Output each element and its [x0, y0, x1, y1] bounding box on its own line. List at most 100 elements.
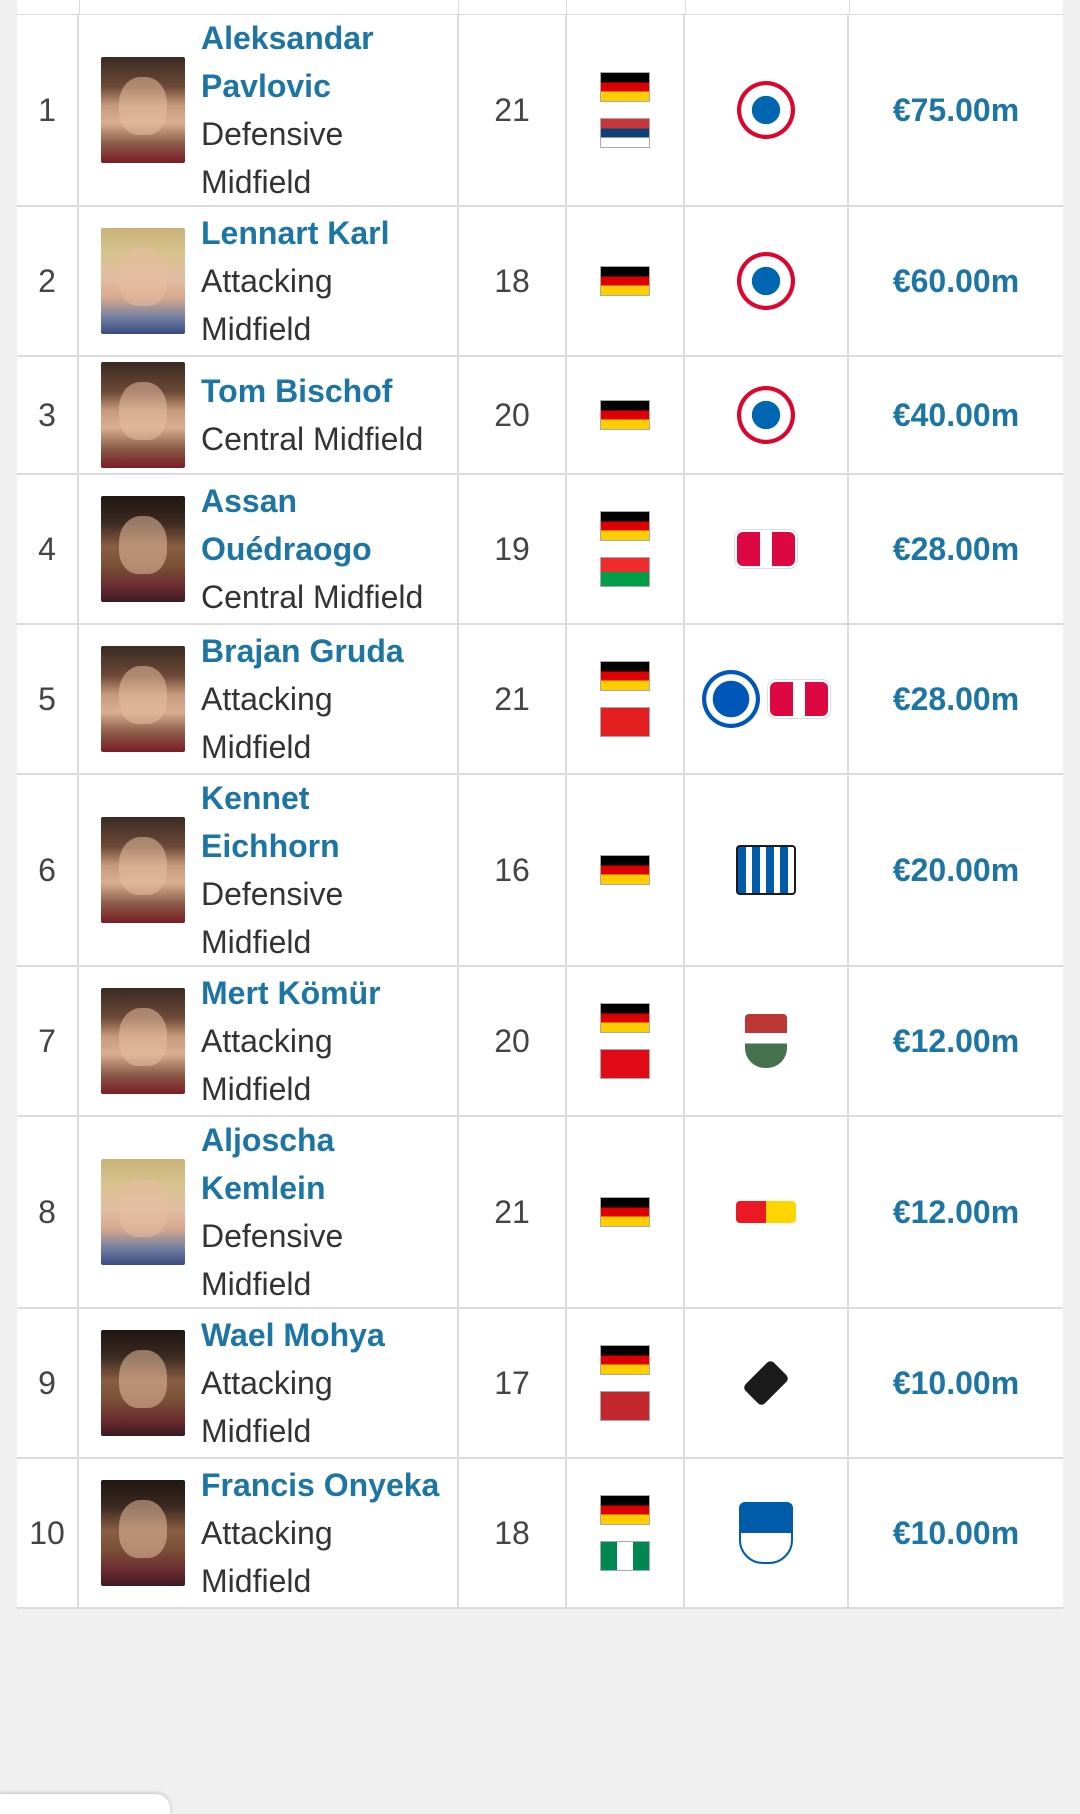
club-vfl-bochum-icon[interactable]	[739, 1502, 793, 1564]
flag-morocco-icon	[600, 1391, 650, 1421]
player-position: Attacking Midfield	[201, 1017, 381, 1113]
player-name-link[interactable]: Aljoscha Kemlein	[201, 1116, 343, 1212]
player-name-link[interactable]: Mert Kömür	[201, 969, 381, 1017]
club-union-berlin-icon[interactable]	[736, 1201, 796, 1223]
table-header-edge	[17, 0, 1063, 15]
table-row[interactable]: 1 Aleksandar Pavlovic Defensive Midfield 2…	[17, 15, 1063, 207]
player-position-line: Midfield	[201, 1266, 312, 1302]
table-body: 1 Aleksandar Pavlovic Defensive Midfield 2…	[17, 15, 1063, 1609]
player-photo[interactable]	[101, 496, 185, 602]
table-row[interactable]: 4 Assan Ouédraogo Central Midfield 19 €28…	[17, 475, 1063, 625]
club-bayern-munich-icon[interactable]	[737, 81, 795, 139]
player-info: Aleksandar Pavlovic Defensive Midfield	[201, 14, 374, 206]
player-position-line: Attacking	[201, 1365, 333, 1401]
club-hertha-bsc-icon[interactable]	[736, 845, 796, 895]
player-info: Mert Kömür Attacking Midfield	[201, 969, 381, 1113]
rank-cell: 10	[17, 1459, 79, 1607]
player-name-line: Mert Kömür	[201, 975, 381, 1011]
player-name-line: Francis Onyeka	[201, 1467, 440, 1503]
rank-number: 4	[38, 530, 56, 567]
club-fc-augsburg-icon[interactable]	[745, 1014, 787, 1068]
player-info: Aljoscha Kemlein Defensive Midfield	[201, 1116, 343, 1308]
table-row[interactable]: 2 Lennart Karl Attacking Midfield 18 €60.…	[17, 207, 1063, 357]
table-row[interactable]: 9 Wael Mohya Attacking Midfield 17 €10.00…	[17, 1309, 1063, 1459]
player-cell: Assan Ouédraogo Central Midfield	[79, 475, 459, 623]
player-photo[interactable]	[101, 988, 185, 1094]
rank-cell: 7	[17, 967, 79, 1115]
club-rb-leipzig-icon[interactable]	[735, 530, 797, 568]
player-name-link[interactable]: Kennet Eichhorn	[201, 774, 343, 870]
table-row[interactable]: 8 Aljoscha Kemlein Defensive Midfield 21 €…	[17, 1117, 1063, 1309]
table-row[interactable]: 3 Tom Bischof Central Midfield 20 €40.00…	[17, 357, 1063, 475]
market-value-cell[interactable]: €20.00m	[849, 775, 1063, 965]
player-position-line: Attacking	[201, 681, 333, 717]
market-value-cell[interactable]: €60.00m	[849, 207, 1063, 355]
club-cell	[685, 625, 849, 773]
market-value-cell[interactable]: €28.00m	[849, 475, 1063, 623]
player-name-link[interactable]: Wael Mohya	[201, 1311, 385, 1359]
player-name-link[interactable]: Francis Onyeka	[201, 1461, 439, 1509]
nationality-cell	[567, 625, 685, 773]
market-value-cell[interactable]: €10.00m	[849, 1309, 1063, 1457]
player-photo[interactable]	[101, 1480, 185, 1586]
table-row[interactable]: 7 Mert Kömür Attacking Midfield 20 €12.00…	[17, 967, 1063, 1117]
age-cell: 21	[459, 625, 567, 773]
nationality-cell	[567, 475, 685, 623]
market-value[interactable]: €28.00m	[892, 680, 1020, 717]
player-name-line: Kennet	[201, 780, 310, 816]
player-name-link[interactable]: Assan Ouédraogo	[201, 477, 423, 573]
market-value[interactable]: €60.00m	[892, 262, 1020, 299]
player-position-line: Attacking	[201, 1515, 333, 1551]
club-brighton-icon[interactable]	[702, 670, 760, 728]
market-value-cell[interactable]: €10.00m	[849, 1459, 1063, 1607]
market-value-cell[interactable]: €12.00m	[849, 967, 1063, 1115]
rank-cell: 5	[17, 625, 79, 773]
club-bayern-munich-icon[interactable]	[737, 386, 795, 444]
table-row[interactable]: 10 Francis Onyeka Attacking Midfield 18 €…	[17, 1459, 1063, 1609]
market-value[interactable]: €10.00m	[892, 1364, 1020, 1401]
player-photo[interactable]	[101, 57, 185, 163]
market-value-cell[interactable]: €75.00m	[849, 15, 1063, 205]
bottom-sheet-handle[interactable]	[0, 1794, 170, 1814]
market-value-cell[interactable]: €40.00m	[849, 357, 1063, 473]
player-photo[interactable]	[101, 646, 185, 752]
player-photo[interactable]	[101, 362, 185, 468]
club-borussia-monchengladbach-icon[interactable]	[742, 1359, 790, 1407]
flag-germany-icon	[600, 661, 650, 691]
market-value-cell[interactable]: €12.00m	[849, 1117, 1063, 1307]
nationality-cell	[567, 15, 685, 205]
market-value[interactable]: €12.00m	[892, 1022, 1020, 1059]
player-photo[interactable]	[101, 1330, 185, 1436]
player-cell: Brajan Gruda Attacking Midfield	[79, 625, 459, 773]
market-value[interactable]: €40.00m	[892, 396, 1020, 433]
club-bayern-munich-icon[interactable]	[737, 252, 795, 310]
table-row[interactable]: 6 Kennet Eichhorn Defensive Midfield 16 €2…	[17, 775, 1063, 967]
player-cell: Wael Mohya Attacking Midfield	[79, 1309, 459, 1457]
market-value-cell[interactable]: €28.00m	[849, 625, 1063, 773]
market-value[interactable]: €20.00m	[892, 851, 1020, 888]
club-rb-leipzig-icon[interactable]	[768, 680, 830, 718]
age-value: 19	[494, 530, 530, 567]
market-value[interactable]: €75.00m	[892, 91, 1020, 128]
flag-burkina-faso-icon	[600, 557, 650, 587]
player-name-link[interactable]: Tom Bischof	[201, 367, 423, 415]
market-value[interactable]: €12.00m	[892, 1193, 1020, 1230]
player-name-line: Brajan Gruda	[201, 633, 404, 669]
flag-germany-icon	[600, 511, 650, 541]
nationality-cell	[567, 1459, 685, 1607]
age-value: 20	[494, 396, 530, 433]
player-name-line: Assan	[201, 483, 298, 519]
player-name-link[interactable]: Aleksandar Pavlovic	[201, 14, 374, 110]
rank-number: 5	[38, 680, 56, 717]
market-value[interactable]: €28.00m	[892, 530, 1020, 567]
player-name-link[interactable]: Brajan Gruda	[201, 627, 404, 675]
table-row[interactable]: 5 Brajan Gruda Attacking Midfield 21 €28.…	[17, 625, 1063, 775]
player-name-link[interactable]: Lennart Karl	[201, 209, 389, 257]
player-photo[interactable]	[101, 228, 185, 334]
player-name-line: Wael Mohya	[201, 1317, 385, 1353]
age-value: 21	[494, 680, 530, 717]
player-photo[interactable]	[101, 817, 185, 923]
player-photo[interactable]	[101, 1159, 185, 1265]
rank-cell: 1	[17, 15, 79, 205]
market-value[interactable]: €10.00m	[892, 1514, 1020, 1551]
